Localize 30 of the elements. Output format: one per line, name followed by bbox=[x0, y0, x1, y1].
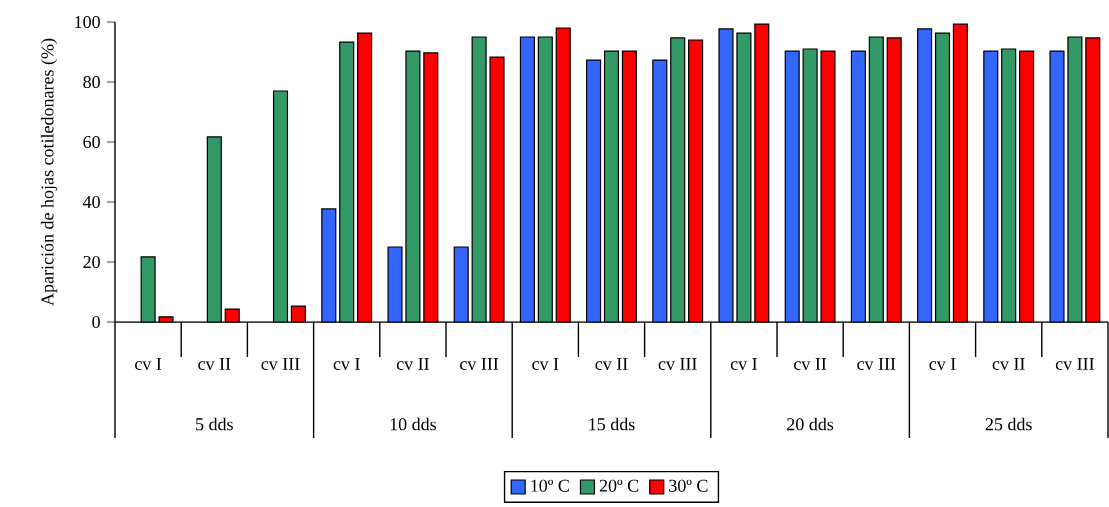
x-tick-label: cv III bbox=[857, 358, 896, 370]
x-tick-label: cv III bbox=[261, 358, 300, 370]
legend-label: 20º C bbox=[599, 479, 639, 492]
y-tick-label: 40 bbox=[82, 195, 100, 209]
y-tick-label: 60 bbox=[83, 135, 100, 149]
text: 20 dds bbox=[787, 417, 834, 431]
x-tick-label: cv III bbox=[460, 358, 499, 370]
x-tick-label: cv II bbox=[595, 358, 628, 370]
legend-label: 30º C bbox=[669, 479, 708, 492]
text: 15 dds bbox=[589, 417, 635, 431]
x-tick-label: cv I bbox=[730, 358, 757, 370]
x-tick-label: cv II bbox=[198, 358, 231, 370]
legend-label: 10º C bbox=[531, 479, 569, 492]
text: 25 dds bbox=[985, 417, 1032, 431]
x-tick-label: cv III bbox=[1055, 358, 1094, 370]
text: 5 dds bbox=[196, 417, 233, 431]
x-tick-label: cv I bbox=[929, 358, 956, 370]
text: 10 dds bbox=[390, 417, 436, 431]
x-tick-label: cv I bbox=[333, 358, 360, 370]
x-tick-label: cv III bbox=[658, 358, 697, 370]
x-tick-label: cv I bbox=[532, 358, 559, 370]
x-tick-label: cv I bbox=[135, 358, 162, 370]
y-tick-label: 80 bbox=[83, 75, 100, 89]
x-tick-label: cv II bbox=[794, 358, 827, 370]
y-axis-title: Aparición de hojas cotiledonares (%) bbox=[40, 38, 58, 306]
x-tick-label: cv II bbox=[396, 358, 429, 370]
y-tick-label: 100 bbox=[75, 15, 100, 29]
y-tick-label: 20 bbox=[83, 255, 100, 269]
x-tick-label: cv II bbox=[992, 358, 1025, 370]
y-tick-label: 0 bbox=[92, 315, 100, 329]
